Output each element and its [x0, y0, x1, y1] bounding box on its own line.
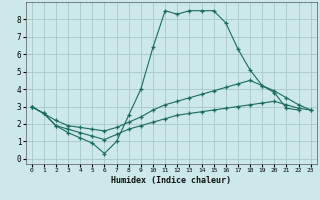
X-axis label: Humidex (Indice chaleur): Humidex (Indice chaleur) [111, 176, 231, 185]
